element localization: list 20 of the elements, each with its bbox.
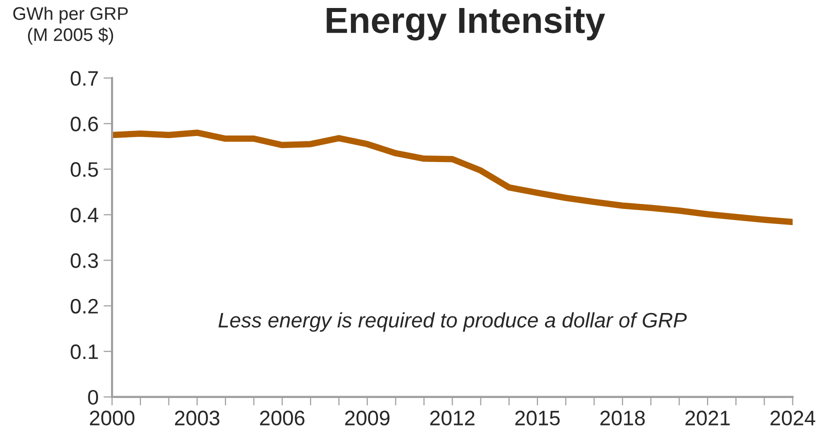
x-tick-label: 2024 [770, 410, 816, 426]
y-tick-label: 0.1 [70, 344, 98, 360]
y-axis-title: GWh per GRP (M 2005 $) [13, 6, 128, 45]
y-tick-label: 0.3 [70, 253, 98, 268]
x-tick-label: 2003 [175, 410, 220, 426]
x-tick-label: 2006 [260, 410, 304, 426]
annotation: Less energy is required to produce a dollar of GRP [218, 312, 687, 332]
y-tick-label: 0.5 [70, 162, 98, 177]
x-tick-label: 2015 [515, 410, 560, 426]
chart-title: Energy Intensity [326, 6, 606, 41]
y-tick-label: 0.6 [70, 116, 98, 132]
x-tick-label: 2009 [345, 410, 390, 426]
y-tick-label: 0.7 [70, 71, 98, 86]
x-tick-label: 2018 [600, 410, 645, 426]
y-tick-label: 0 [88, 390, 98, 405]
y-tick-label: 0.2 [70, 298, 98, 314]
x-tick-label: 2012 [430, 410, 474, 426]
x-tick-label: 2021 [685, 410, 730, 426]
x-tick-label: 2000 [90, 410, 134, 426]
y-tick-label: 0.4 [70, 208, 98, 222]
